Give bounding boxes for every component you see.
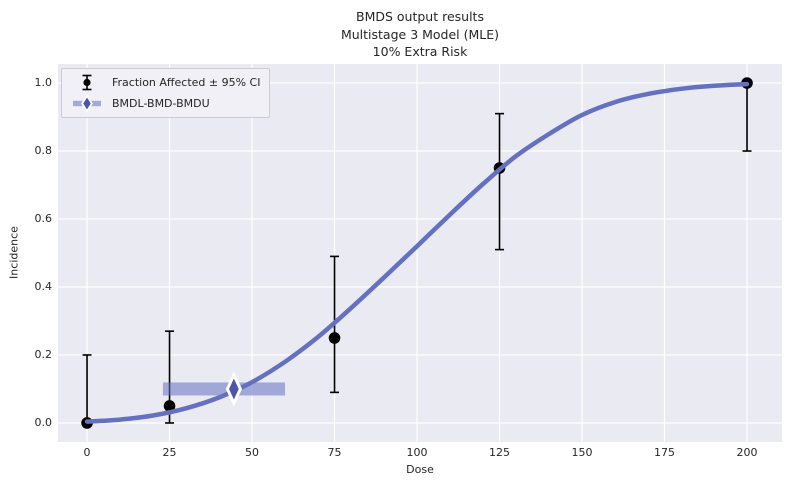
bmd-diamond [225, 371, 243, 407]
errorbar-point [741, 77, 753, 152]
dose-response-curve [84, 81, 750, 424]
y-tick-label: 0.6 [34, 212, 53, 225]
errorbar-point [163, 330, 176, 424]
x-tick-label: 200 [736, 446, 758, 459]
x-tick-label: 150 [571, 446, 593, 459]
legend-entry-fraction-affected: Fraction Affected ± 95% CI [69, 73, 260, 92]
legend-label-fraction-affected: Fraction Affected ± 95% CI [112, 76, 261, 89]
x-tick-label: 0 [83, 446, 91, 459]
x-tick-label: 100 [406, 446, 428, 459]
chart-title-line-3: 10% Extra Risk [372, 44, 468, 59]
x-tick-label: 50 [245, 446, 260, 459]
bmd-interval-bar [162, 382, 286, 396]
legend-entry-bmd-interval: BMDL-BMD-BMDU [69, 94, 260, 113]
y-tick-label: 0.0 [34, 415, 53, 429]
data-point-marker [163, 400, 176, 412]
chart-title-line-2: Multistage 3 Model (MLE) [340, 26, 500, 42]
errorbar-point [81, 354, 93, 429]
bmd-interval-icon [69, 95, 105, 112]
y-tick-label: 0.8 [34, 144, 53, 158]
errorbar-point-icon [69, 74, 105, 91]
legend-box: Fraction Affected ± 95% CI BMDL-BMD-BMDU [61, 68, 271, 118]
plot-area: Fraction Affected ± 95% CI BMDL-BMD-BMDU [58, 64, 782, 442]
chart-title-line-1: BMDS output results [356, 9, 484, 24]
x-tick-label: 75 [327, 446, 342, 459]
data-point-marker [328, 332, 341, 344]
chart-canvas [58, 64, 782, 442]
y-tick-label: 0.4 [34, 279, 53, 293]
legend-label-bmd-interval: BMDL-BMD-BMDU [112, 97, 210, 110]
x-tick-label: 25 [162, 446, 177, 459]
chart-title: BMDS output results Multistage 3 Model (… [58, 8, 782, 61]
x-tick-label: 125 [489, 446, 511, 459]
errorbar-point [493, 112, 506, 251]
y-axis-label: Incidence [7, 226, 21, 279]
x-axis-label: Dose [406, 463, 434, 476]
x-tick-label: 175 [654, 446, 676, 459]
y-tick-label: 0.2 [34, 347, 53, 361]
y-tick-label: 1.0 [34, 76, 53, 90]
